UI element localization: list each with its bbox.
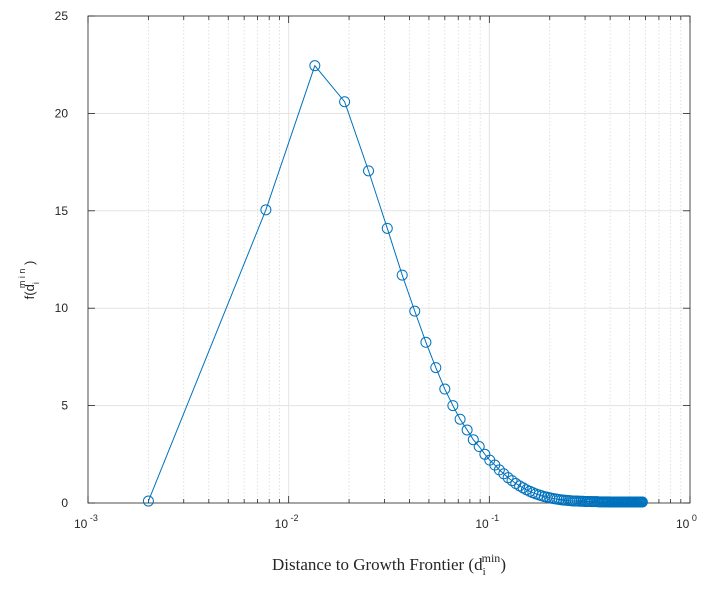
x-tick-label-base: 10 — [676, 517, 690, 531]
data-point — [502, 472, 514, 484]
data-point — [439, 383, 451, 395]
data-point — [467, 434, 479, 446]
data-point — [142, 495, 154, 507]
data-point — [447, 400, 459, 412]
x-tick-label: 10 -3 — [74, 513, 98, 531]
y-tick-label: 25 — [55, 9, 69, 23]
y-tick-label: 5 — [61, 399, 68, 413]
x-tick-label-base: 10 — [275, 517, 289, 531]
x-tick-label-base: 10 — [74, 517, 88, 531]
data-point — [636, 496, 648, 508]
axis-ticks — [87, 15, 691, 504]
data-point — [396, 269, 408, 281]
y-axis-label-main: f(d — [22, 284, 37, 299]
x-axis-label-superscript: min — [482, 551, 501, 565]
x-axis-label-subscript: i — [483, 566, 486, 578]
data-point — [498, 468, 510, 480]
series-line — [147, 64, 643, 503]
data-point — [461, 424, 473, 436]
x-tick-label: 10 0 — [676, 513, 697, 531]
y-tick-label: 20 — [55, 106, 69, 120]
x-tick-label: 10 -1 — [475, 513, 499, 531]
data-point — [420, 336, 432, 348]
x-axis-label-main: Distance to Growth Frontier (d — [272, 555, 483, 574]
x-tick-label-exponent: -3 — [87, 513, 98, 523]
data-point — [260, 204, 272, 216]
y-tick-label: 15 — [55, 204, 69, 218]
y-axis-label-close: ) — [22, 261, 37, 269]
data-point — [339, 96, 351, 108]
x-tick-label-exponent: 0 — [689, 513, 697, 523]
data-point — [506, 475, 518, 487]
data-point — [309, 60, 321, 72]
x-axis-label: Distance to Growth Frontier (dimin) — [272, 551, 506, 578]
y-axis-label-superscript: m i n — [17, 269, 27, 289]
grid — [87, 15, 691, 504]
data-point — [454, 413, 466, 425]
series-layer — [142, 60, 648, 508]
plot-frame — [87, 15, 691, 504]
y-axis-label-subscript: i — [31, 282, 41, 284]
y-axis-label: f(di m i n ) — [17, 261, 41, 300]
y-tick-label: 10 — [55, 301, 69, 315]
data-point — [363, 165, 375, 177]
x-tick-label-base: 10 — [475, 517, 489, 531]
x-tick-label: 10 -2 — [275, 513, 299, 531]
data-point — [381, 222, 393, 234]
y-tick-label: 0 — [61, 496, 68, 510]
data-point — [473, 441, 485, 453]
data-point — [430, 362, 442, 374]
x-axis-label-close: ) — [500, 555, 506, 574]
x-tick-label-exponent: -2 — [288, 513, 299, 523]
x-tick-label-exponent: -1 — [489, 513, 500, 523]
data-point — [409, 305, 421, 317]
